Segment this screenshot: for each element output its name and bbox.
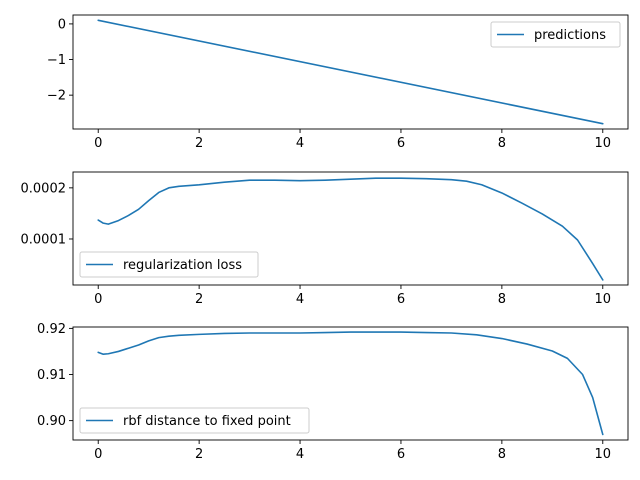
legend-label: regularization loss [123,258,242,273]
legend-label: rbf distance to fixed point [123,414,291,429]
legend-box [490,21,621,48]
x-tick-label: 2 [195,292,203,307]
x-tick-label: 2 [195,447,203,462]
x-tick-label: 0 [94,136,102,151]
legend-box [79,407,310,434]
series-line [97,331,604,436]
subplot-3: 0 2 4 6 8 10 0.90 0.91 0.92 rbf distance to fixed… [37,322,629,462]
x-tick-label: 10 [594,136,611,151]
x-tick-label: 0 [94,447,102,462]
subplot-1: 0 2 4 6 8 10 0 −1 −2 predictions [47,14,629,151]
y-tick-label: −2 [47,89,66,104]
y-tick-label: 0.90 [37,414,66,429]
y-tick-label: 0 [58,17,66,32]
series-line [97,177,604,281]
x-tick-label: 10 [594,292,611,307]
x-tick-label: 4 [296,447,304,462]
y-tick-label: 0.91 [37,368,66,383]
subplot-2: 0 2 4 6 8 10 0.0001 0.0002 regularization loss [21,171,629,307]
y-tick-label: −1 [47,53,66,68]
x-tick-label: 4 [296,292,304,307]
x-tick-label: 8 [498,292,506,307]
series-line [97,19,604,125]
y-tick-label: 0.92 [37,322,66,337]
x-tick-label: 8 [498,447,506,462]
y-tick-label: 0.0001 [21,232,67,247]
legend: regularization loss [79,251,259,278]
x-tick-label: 8 [498,136,506,151]
x-tick-label: 10 [594,447,611,462]
legend-box [79,251,259,278]
x-tick-label: 4 [296,136,304,151]
y-tick-label: 0.0002 [21,181,67,196]
x-tick-label: 0 [94,292,102,307]
x-tick-label: 6 [397,292,405,307]
x-tick-label: 6 [397,447,405,462]
x-tick-label: 2 [195,136,203,151]
legend: rbf distance to fixed point [79,407,310,434]
legend-label: predictions [534,28,606,43]
legend: predictions [490,21,621,48]
x-tick-label: 6 [397,136,405,151]
